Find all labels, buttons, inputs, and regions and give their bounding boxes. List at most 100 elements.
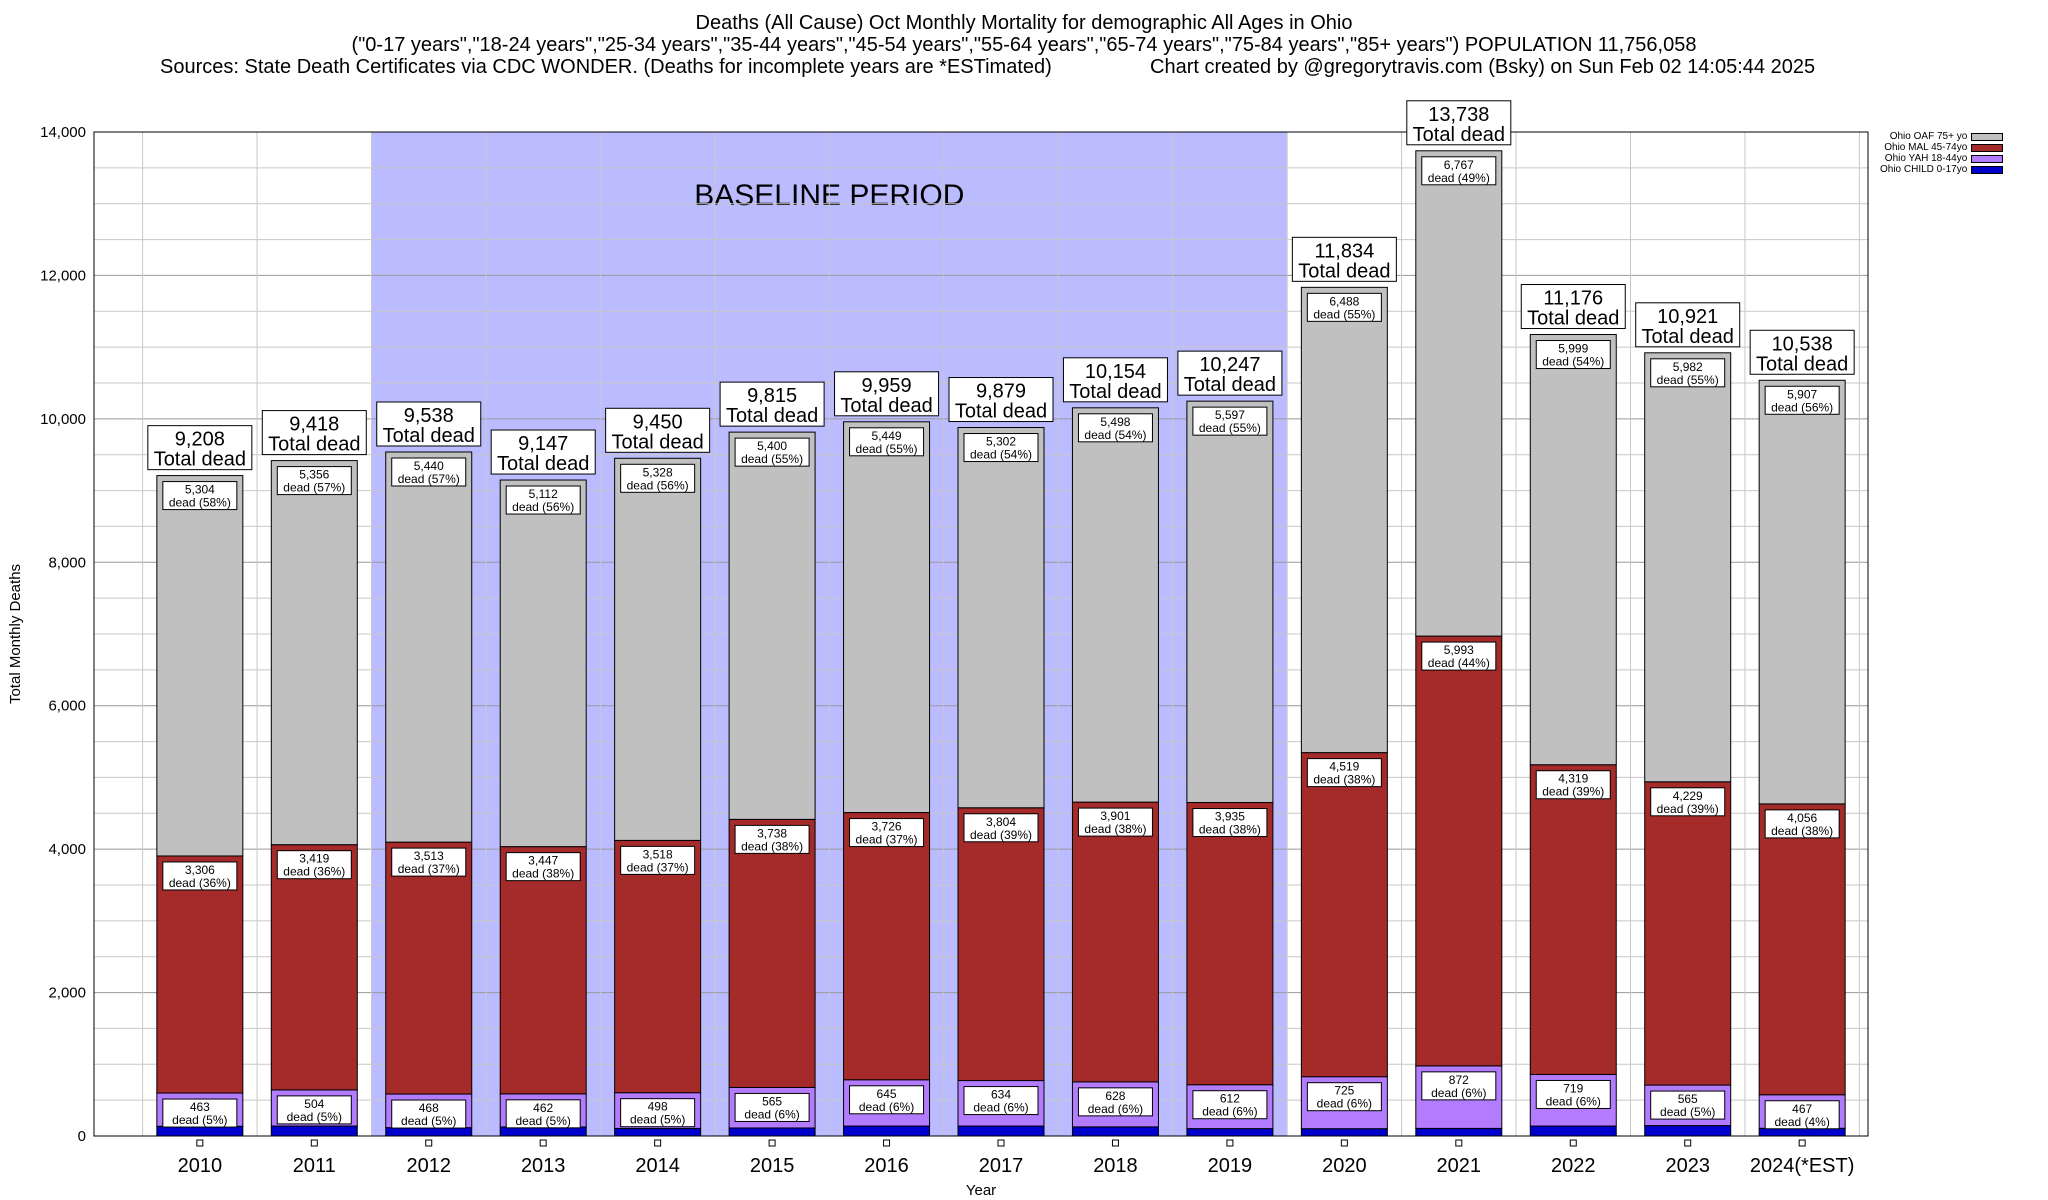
total-label-box xyxy=(376,401,482,447)
y-tick-label: 4,000 xyxy=(48,841,86,858)
segment-value-label: 4,056 xyxy=(1787,811,1817,825)
bar-segment xyxy=(1758,1127,1846,1137)
legend-item: Ohio CHILD 0-17yo xyxy=(1880,164,2004,175)
bar-segment xyxy=(1644,781,1732,1086)
bar-segment xyxy=(499,846,587,1095)
segment-value-label: 3,513 xyxy=(414,849,444,863)
segment-label-box xyxy=(1650,358,1726,388)
total-label-box xyxy=(147,425,253,471)
x-tick-marker xyxy=(1798,1139,1806,1147)
x-tick-label: 2014 xyxy=(635,1155,680,1177)
legend-swatch xyxy=(1971,132,2004,141)
segment-value-label: 467 xyxy=(1792,1102,1812,1116)
segment-pct-label: dead (57%) xyxy=(398,472,460,486)
segment-pct-label: dead (44%) xyxy=(1428,656,1490,670)
total-label-box xyxy=(1406,100,1512,146)
legend-swatch xyxy=(1971,154,2004,163)
segment-label-box xyxy=(1077,1087,1153,1117)
segment-pct-label: dead (54%) xyxy=(1084,428,1146,442)
x-axis-label: Year xyxy=(966,1182,996,1199)
segment-value-label: 4,319 xyxy=(1558,772,1588,786)
segment-pct-label: dead (56%) xyxy=(627,478,689,492)
x-tick-label: 2021 xyxy=(1437,1155,1482,1177)
segment-pct-label: dead (6%) xyxy=(1546,1094,1601,1108)
segment-value-label: 565 xyxy=(762,1094,782,1108)
segment-pct-label: dead (38%) xyxy=(1313,773,1375,787)
legend-swatch xyxy=(1971,165,2004,174)
bar-segment xyxy=(1415,150,1503,637)
segment-pct-label: dead (38%) xyxy=(512,867,574,881)
segment-label-box xyxy=(1192,808,1268,838)
segment-pct-label: dead (6%) xyxy=(1317,1097,1372,1111)
segment-pct-label: dead (56%) xyxy=(512,500,574,514)
total-suffix-label: Total dead xyxy=(1298,260,1390,282)
segment-value-label: 872 xyxy=(1449,1073,1469,1087)
segment-pct-label: dead (38%) xyxy=(741,839,803,853)
segment-value-label: 3,306 xyxy=(185,863,215,877)
segment-pct-label: dead (39%) xyxy=(970,828,1032,842)
y-tick-label: 14,000 xyxy=(40,124,86,141)
total-suffix-label: Total dead xyxy=(383,425,475,447)
bar-segment xyxy=(614,1127,702,1137)
segment-label-box xyxy=(963,813,1039,843)
segment-value-label: 5,999 xyxy=(1558,342,1588,356)
total-suffix-label: Total dead xyxy=(1756,353,1848,375)
segment-label-box xyxy=(849,427,925,457)
segment-label-box xyxy=(391,847,467,877)
segment-value-label: 5,304 xyxy=(185,483,215,497)
y-tick-label: 2,000 xyxy=(48,985,86,1002)
segment-label-box xyxy=(162,481,238,511)
total-value-label: 10,921 xyxy=(1657,306,1718,328)
total-label-box xyxy=(1291,236,1397,282)
bar-segment xyxy=(270,460,358,846)
segment-value-label: 725 xyxy=(1334,1084,1354,1098)
segment-pct-label: dead (55%) xyxy=(1657,373,1719,387)
segment-pct-label: dead (4%) xyxy=(1774,1115,1829,1129)
bar-segment xyxy=(728,1127,816,1137)
segment-label-box xyxy=(162,1098,238,1128)
bar-segment xyxy=(957,427,1045,809)
total-suffix-label: Total dead xyxy=(611,431,703,453)
segment-value-label: 463 xyxy=(190,1100,210,1114)
bar-segment xyxy=(156,1125,244,1137)
segment-label-box xyxy=(620,1098,696,1128)
segment-label-box xyxy=(1421,1071,1497,1101)
bar-segment xyxy=(728,431,816,820)
segment-label-box xyxy=(276,1095,352,1125)
segment-pct-label: dead (6%) xyxy=(1088,1102,1143,1116)
segment-value-label: 5,440 xyxy=(414,459,444,473)
segment-pct-label: dead (57%) xyxy=(283,481,345,495)
total-label-box xyxy=(1177,350,1283,396)
bar-segment xyxy=(1644,1125,1732,1137)
segment-value-label: 5,112 xyxy=(529,487,558,501)
bar-segment xyxy=(1300,1128,1388,1137)
bar-segment xyxy=(957,807,1045,1082)
segment-pct-label: dead (37%) xyxy=(398,862,460,876)
legend-item: Ohio MAL 45-74yo xyxy=(1880,142,2004,153)
segment-pct-label: dead (36%) xyxy=(169,876,231,890)
segment-value-label: 5,400 xyxy=(757,439,787,453)
bar-segment xyxy=(156,475,244,857)
total-label-box xyxy=(834,371,940,417)
x-tick-marker xyxy=(1340,1139,1348,1147)
segment-pct-label: dead (38%) xyxy=(1084,822,1146,836)
segment-value-label: 4,519 xyxy=(1329,760,1359,774)
segment-value-label: 504 xyxy=(304,1097,324,1111)
legend-swatch xyxy=(1971,143,2004,152)
segment-value-label: 3,804 xyxy=(986,815,1016,829)
chart-subtitle: ("0-17 years","18-24 years","25-34 years… xyxy=(351,34,1697,56)
segment-pct-label: dead (55%) xyxy=(741,452,803,466)
segment-value-label: 5,328 xyxy=(643,465,673,479)
segment-label-box xyxy=(849,1085,925,1115)
bar-segment xyxy=(614,457,702,841)
segment-value-label: 3,447 xyxy=(528,854,558,868)
bar-segment xyxy=(957,1125,1045,1137)
segment-label-box xyxy=(1764,809,1840,839)
credit-text: Chart created by @gregorytravis.com (Bsk… xyxy=(1150,56,1816,78)
y-tick-label: 10,000 xyxy=(40,411,86,428)
bar-segment xyxy=(1071,801,1159,1083)
x-tick-label: 2013 xyxy=(521,1155,566,1177)
legend-label: Ohio MAL 45-74yo xyxy=(1884,142,1968,153)
total-suffix-label: Total dead xyxy=(955,401,1047,423)
total-value-label: 10,538 xyxy=(1772,333,1833,355)
